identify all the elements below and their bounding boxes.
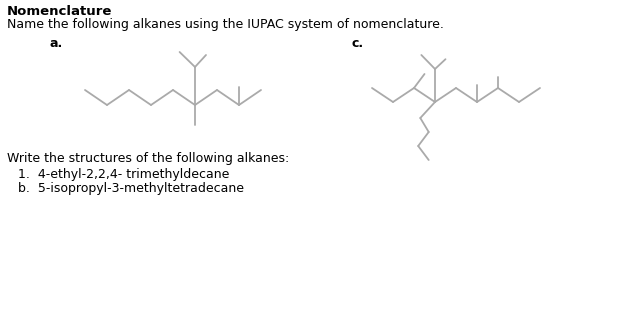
Text: Name the following alkanes using the IUPAC system of nomenclature.: Name the following alkanes using the IUP… — [7, 18, 444, 31]
Text: b.  5-isopropyl-3-methyltetradecane: b. 5-isopropyl-3-methyltetradecane — [18, 182, 244, 195]
Text: 1.  4-ethyl-2,2,4- trimethyldecane: 1. 4-ethyl-2,2,4- trimethyldecane — [18, 168, 230, 181]
Text: a.: a. — [50, 37, 63, 50]
Text: Nomenclature: Nomenclature — [7, 5, 113, 18]
Text: c.: c. — [352, 37, 364, 50]
Text: Write the structures of the following alkanes:: Write the structures of the following al… — [7, 152, 289, 165]
